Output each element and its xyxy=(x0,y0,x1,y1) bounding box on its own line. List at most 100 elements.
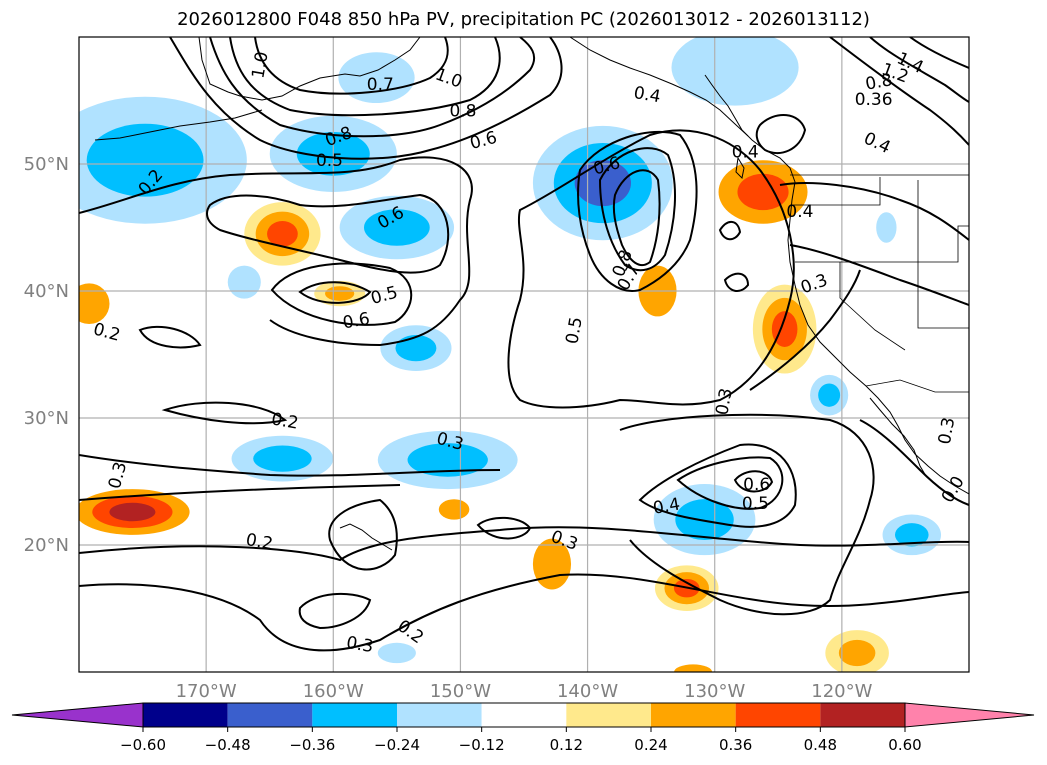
contour-label-36: 0.4 xyxy=(861,129,894,159)
pv-contour-0.3-california xyxy=(749,244,969,391)
contour-label-31: 0.5 xyxy=(742,494,769,514)
contour-label-1: 1.0 xyxy=(248,50,272,80)
pv-contour-0.6-west xyxy=(206,193,450,274)
pv-contour-0.4-northeast-band xyxy=(829,37,969,146)
colorbar-segment-0 xyxy=(143,703,228,727)
colorbar-extend-high xyxy=(904,702,1035,728)
contour-label-34: 0.8 xyxy=(864,70,894,94)
colorbar-outline xyxy=(142,702,906,728)
pv-contour-0.6-east xyxy=(733,470,774,493)
contour-label-11: 0.6 xyxy=(341,309,371,333)
pv-contour-0.5-main xyxy=(79,129,795,409)
pv-contour-0.3-loop xyxy=(328,498,398,571)
pv-contour-small-loop-1 xyxy=(718,221,742,241)
pv-contour-0.8-center xyxy=(612,169,661,267)
contour-label-7: 0.5 xyxy=(316,151,343,171)
lon-tick-label-3: 140°W xyxy=(557,681,618,702)
pv-contour-0.3-mexico xyxy=(859,419,969,506)
precip-area-6-1 xyxy=(325,286,355,301)
political-borders xyxy=(790,174,969,393)
contour-label-29: 0.4 xyxy=(652,494,682,518)
pv-contour-0.8-northeast-band xyxy=(869,37,969,103)
lat-tick-label-3: 50°N xyxy=(24,154,69,175)
pv-contour-0.6-north xyxy=(169,37,563,160)
precip-area-20-1 xyxy=(675,499,734,541)
contour-label-20: 0.3 xyxy=(935,416,959,446)
colorbar-tick-label-5: 0.12 xyxy=(550,736,583,754)
pv-contour-0.3-south xyxy=(79,454,501,501)
colorbar-segment-7 xyxy=(735,703,821,727)
contour-label-22: 0.2 xyxy=(270,409,300,433)
precip-area-2-0 xyxy=(338,52,415,104)
pv-contours xyxy=(79,37,969,652)
precip-area-14-1 xyxy=(818,383,841,407)
nevada-utah-border xyxy=(917,180,969,329)
lon-tick-label-0: 170°W xyxy=(176,681,237,702)
us-mexico-border xyxy=(865,379,969,393)
pv-contour-0.2-mid xyxy=(161,401,288,425)
colorbar-segment-5 xyxy=(566,703,651,727)
contour-label-30: 0.6 xyxy=(743,475,770,495)
colorbar-tick-label-0: −0.60 xyxy=(120,736,166,754)
colorbar-extend-low xyxy=(11,702,144,728)
pv-contour-0.2-far-south xyxy=(79,573,969,652)
contour-label-17: 0.4 xyxy=(786,202,813,222)
precip-area-5-0 xyxy=(227,265,261,299)
colorbar-segment-8 xyxy=(820,703,905,727)
precip-area-18-2 xyxy=(109,502,156,522)
washington-oregon-border xyxy=(790,177,881,206)
contour-label-12: 0.5 xyxy=(562,315,586,345)
contour-label-23: 0.3 xyxy=(105,460,131,491)
haida-gwaii xyxy=(735,156,745,180)
latitude-labels: 20°N 30°N 40°N 50°N xyxy=(24,154,69,556)
colorbar-tick-label-6: 0.24 xyxy=(634,736,667,754)
lat-tick-label-2: 40°N xyxy=(24,281,69,302)
contour-label-6: 0.6 xyxy=(468,128,499,154)
pv-contour-0.3-hawaii xyxy=(476,516,532,540)
pv-contour-0.6-center xyxy=(577,130,698,292)
colorbar-tick-label-4: −0.12 xyxy=(459,736,505,754)
pv-contour-0.7-center xyxy=(598,147,676,272)
lat-tick-label-1: 30°N xyxy=(24,408,69,429)
plot-frame xyxy=(78,36,970,673)
precip-area-24-0 xyxy=(377,642,416,664)
colorbar-tick-label-3: −0.24 xyxy=(374,736,420,754)
pv-contour-small-loop-2 xyxy=(723,272,750,292)
contour-label-15: 0.4 xyxy=(632,83,662,107)
alaska-coast xyxy=(198,37,421,101)
precip-area-3-2 xyxy=(267,221,298,247)
baja-coast xyxy=(869,397,927,477)
colorbar-segment-2 xyxy=(312,703,397,727)
precip-area-16-1 xyxy=(253,445,312,472)
colorbar-segment-4 xyxy=(481,703,567,727)
precip-area-23-1 xyxy=(894,523,929,547)
contour-label-19: 0.3 xyxy=(712,387,736,417)
precip-area-10-0 xyxy=(671,37,799,106)
pv-contour-1.0-north xyxy=(254,37,449,95)
precip-area-13-2 xyxy=(771,311,798,348)
colorbar-segment-6 xyxy=(651,703,736,727)
colorbar-segment-3 xyxy=(397,703,482,727)
precip-area-7-1 xyxy=(395,335,437,362)
lat-tick-label-0: 20°N xyxy=(24,535,69,556)
colorbar-tick-label-8: 0.48 xyxy=(804,736,837,754)
pv-contour-0.3-east xyxy=(619,413,875,616)
precip-area-25-1 xyxy=(838,639,876,667)
alaska-panhandle-coast xyxy=(569,37,749,137)
precip-area-21-0 xyxy=(532,538,572,590)
pv-contour-0.6-west-loop xyxy=(298,281,372,304)
lon-tick-label-5: 120°W xyxy=(811,681,872,702)
contour-label-16: 0.4 xyxy=(732,142,759,162)
pv-contour-0.7-north xyxy=(209,37,536,138)
pv-contour-0.8-north xyxy=(229,37,501,117)
pv-contour-0.3-pocket xyxy=(298,592,372,630)
contour-label-2: 0.7 xyxy=(367,75,394,95)
precip-area-9-2 xyxy=(574,160,632,207)
lon-tick-label-4: 130°W xyxy=(684,681,745,702)
graticule xyxy=(79,37,969,672)
precip-area-19-0 xyxy=(438,499,470,520)
contour-label-18: 0.3 xyxy=(798,270,830,298)
contour-label-10: 0.5 xyxy=(369,283,400,309)
pv-contour-0.4-east xyxy=(638,443,797,528)
